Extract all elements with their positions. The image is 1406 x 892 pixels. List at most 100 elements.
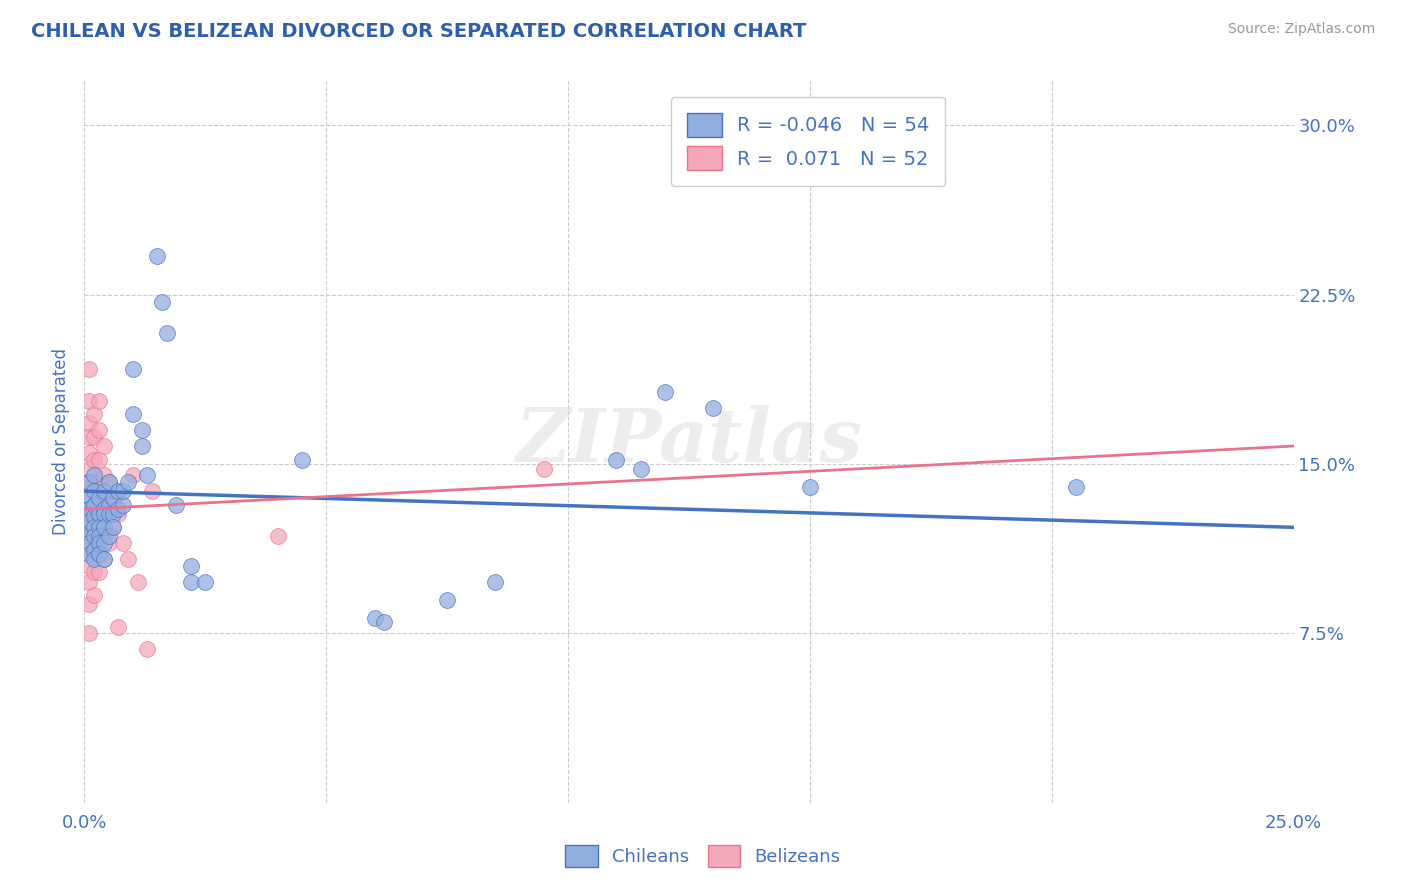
Point (107, 502, 129, 516)
Point (87, 536, 110, 550)
Point (83, 588, 105, 602)
Point (87, 491, 110, 505)
Point (112, 536, 135, 550)
Point (77, 626, 100, 640)
Point (136, 642, 159, 657)
Point (127, 574, 149, 589)
Point (93, 552, 115, 566)
Point (87, 536, 110, 550)
Point (93, 468, 115, 483)
Point (107, 507, 129, 521)
Text: ZIPatlas: ZIPatlas (516, 405, 862, 478)
Point (165, 498, 187, 512)
Point (291, 452, 314, 467)
Point (87, 423, 110, 437)
Point (83, 520, 105, 534)
Point (87, 507, 110, 521)
Point (83, 468, 105, 483)
Point (87, 520, 110, 534)
Point (112, 498, 135, 512)
Point (93, 520, 115, 534)
Point (77, 393, 100, 408)
Point (93, 507, 115, 521)
Point (654, 384, 676, 399)
Point (83, 430, 105, 444)
Point (77, 558, 100, 573)
Point (77, 514, 100, 528)
Point (83, 452, 105, 467)
Point (93, 484, 115, 499)
Point (436, 592, 458, 607)
Point (1064, 480, 1087, 494)
Point (93, 439, 115, 453)
Point (77, 597, 100, 611)
Point (121, 362, 143, 376)
Point (373, 615, 395, 630)
Point (77, 529, 100, 543)
Point (93, 502, 115, 516)
Point (77, 520, 100, 534)
Point (77, 536, 100, 550)
Point (131, 439, 153, 453)
Point (77, 461, 100, 475)
Point (97, 475, 120, 490)
Point (117, 552, 139, 566)
Point (363, 610, 385, 624)
Point (83, 552, 105, 566)
Point (87, 566, 110, 580)
Point (77, 362, 100, 376)
Point (789, 123, 811, 137)
Point (77, 446, 100, 460)
Point (630, 461, 652, 475)
Point (112, 484, 135, 499)
Point (87, 452, 110, 467)
Point (83, 542, 105, 557)
Point (93, 536, 115, 550)
Point (83, 566, 105, 580)
Point (136, 468, 159, 483)
Point (93, 524, 115, 539)
Text: CHILEAN VS BELIZEAN DIVORCED OR SEPARATED CORRELATION CHART: CHILEAN VS BELIZEAN DIVORCED OR SEPARATE… (31, 22, 806, 41)
Point (87, 548, 110, 562)
Point (77, 475, 100, 490)
Point (87, 480, 110, 494)
Point (77, 524, 100, 539)
Point (77, 430, 100, 444)
Point (97, 536, 120, 550)
Point (107, 620, 129, 634)
Point (77, 574, 100, 589)
Point (117, 475, 139, 490)
Point (533, 461, 555, 475)
Legend: Chileans, Belizeans: Chileans, Belizeans (558, 838, 848, 874)
Point (83, 529, 105, 543)
Point (121, 408, 143, 422)
Point (180, 574, 202, 589)
Point (121, 468, 143, 483)
Point (103, 520, 125, 534)
Point (103, 520, 125, 534)
Point (97, 498, 120, 512)
Point (83, 498, 105, 512)
Point (83, 509, 105, 524)
Point (155, 326, 177, 340)
Point (87, 393, 110, 408)
Point (702, 401, 724, 415)
Point (77, 548, 100, 562)
Point (77, 491, 100, 505)
Legend: R = -0.046   N = 54, R =  0.071   N = 52: R = -0.046 N = 54, R = 0.071 N = 52 (671, 97, 945, 186)
Point (77, 475, 100, 490)
Point (83, 542, 105, 557)
Point (87, 507, 110, 521)
Point (150, 294, 173, 309)
Point (97, 507, 120, 521)
Point (77, 507, 100, 521)
Text: Source: ZipAtlas.com: Source: ZipAtlas.com (1227, 22, 1375, 37)
Point (77, 489, 100, 503)
Point (87, 529, 110, 543)
Point (97, 475, 120, 490)
Point (83, 520, 105, 534)
Point (97, 507, 120, 521)
Point (146, 249, 169, 263)
Point (141, 484, 163, 499)
Point (194, 574, 217, 589)
